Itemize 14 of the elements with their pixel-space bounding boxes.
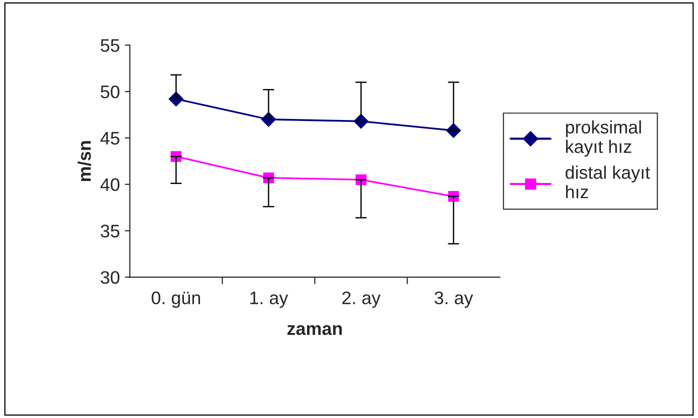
- legend-label: proksimal kayıt hız: [566, 120, 641, 157]
- y-tick-label: 30: [100, 271, 120, 284]
- x-tick-label: 0. gün: [152, 292, 200, 308]
- y-axis-title: m/sn: [78, 141, 92, 182]
- y-tick-label: 50: [100, 85, 120, 98]
- legend-label: distal kayıt hız: [566, 166, 650, 198]
- y-tick-label: 40: [100, 178, 120, 192]
- y-tick-label: 55: [100, 39, 120, 52]
- y-tick-label: 35: [100, 224, 120, 238]
- x-tick-label: 2. ay: [342, 292, 381, 308]
- x-axis-title: zaman: [287, 325, 342, 336]
- x-tick-label: 1. ay: [250, 292, 288, 308]
- y-tick-label: 45: [100, 132, 120, 145]
- x-tick-label: 3. ay: [434, 292, 474, 308]
